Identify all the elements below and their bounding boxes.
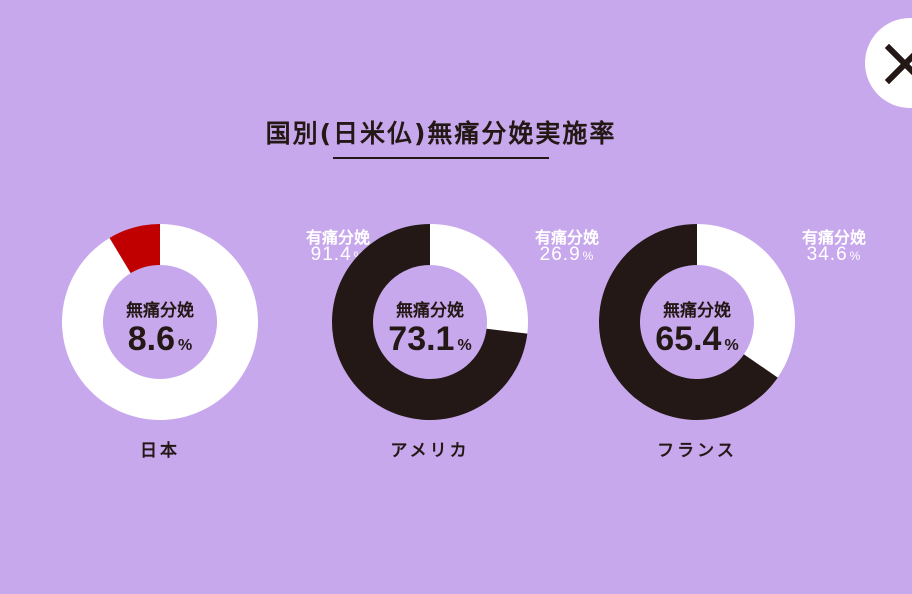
donut-chart-france: 無痛分娩 65.4% 有痛分娩 34.6% フランス	[597, 222, 897, 472]
chart-title: 国別(日米仏)無痛分娩実施率	[265, 119, 617, 148]
center-value-number: 65.4	[655, 320, 722, 358]
country-label: フランス	[657, 441, 737, 461]
center-value: 65.4%	[597, 320, 797, 359]
center-value: 73.1%	[330, 320, 530, 359]
center-label: 無痛分娩	[663, 301, 731, 321]
side-value-number: 34.6	[806, 244, 848, 265]
center-value-unit: %	[457, 337, 472, 354]
center-value-number: 73.1	[388, 320, 455, 358]
donut-chart-usa: 無痛分娩 73.1% 有痛分娩 26.9% アメリカ	[330, 222, 630, 472]
slice-with-pain	[62, 224, 258, 420]
close-button[interactable]	[865, 18, 912, 108]
title-underline	[333, 157, 549, 159]
slice-painless	[332, 224, 528, 420]
side-value: 34.6%	[774, 244, 894, 266]
side-label: 有痛分娩	[534, 228, 599, 247]
center-label: 無痛分娩	[126, 301, 194, 321]
center-value-unit: %	[724, 337, 739, 354]
country-label: 日本	[140, 441, 180, 461]
slice-with-pain	[697, 224, 795, 378]
center-value-unit: %	[178, 337, 193, 354]
side-label: 有痛分娩	[801, 228, 866, 247]
side-value-unit: %	[849, 249, 862, 263]
slice-with-pain	[430, 224, 528, 334]
side-value-unit: %	[582, 249, 595, 263]
country-label: アメリカ	[390, 441, 470, 461]
donut-svg	[599, 224, 795, 420]
center-value-number: 8.6	[127, 320, 176, 358]
donut-chart-japan: 無痛分娩 8.6% 有痛分娩 91.4% 日本	[60, 222, 370, 472]
slice-painless	[109, 224, 160, 274]
side-value-number: 26.9	[539, 244, 581, 265]
slice-painless	[599, 224, 778, 420]
side-label: 有痛分娩	[305, 228, 370, 247]
center-value: 8.6%	[60, 320, 260, 359]
side-value-number: 91.4	[310, 244, 352, 265]
side-value: 26.9%	[507, 244, 627, 266]
donut-svg	[332, 224, 528, 420]
close-icon	[885, 44, 912, 84]
donut-svg	[62, 224, 258, 420]
center-label: 無痛分娩	[396, 301, 464, 321]
